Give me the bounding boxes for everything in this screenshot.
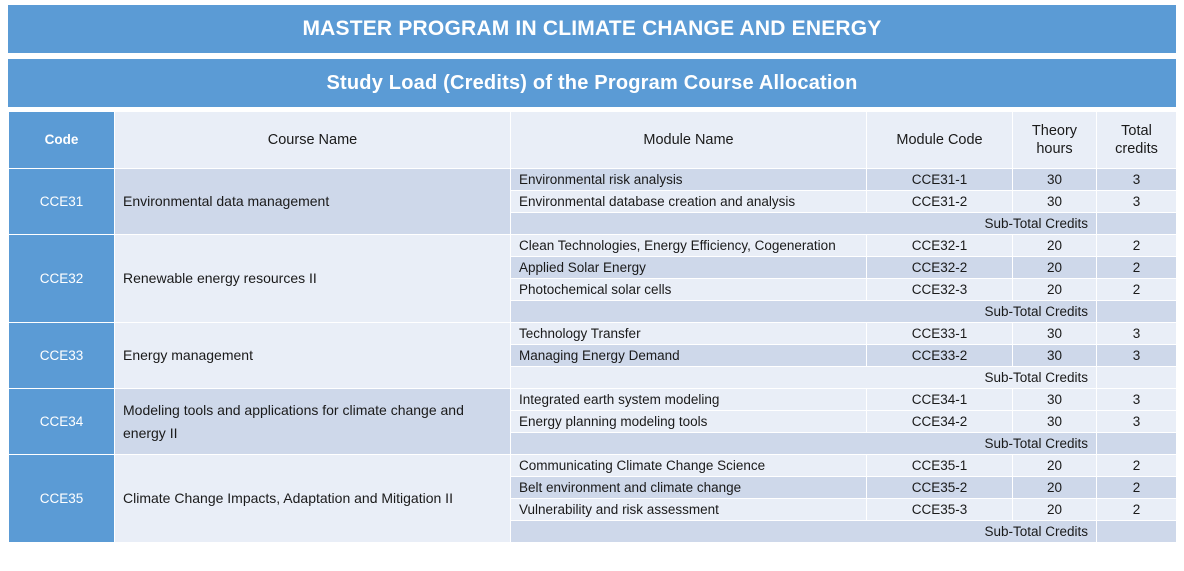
table-row: CCE35 Climate Change Impacts, Adaptation … [8,454,1177,543]
table-body: CCE31 Environmental data management Enviro… [8,168,1177,543]
module-code-cell: CCE32-3 [866,278,1013,301]
module-name-cell: Belt environment and climate change [510,476,867,499]
module-code-cell: CCE35-3 [866,498,1013,521]
course-code-cell: CCE34 [8,388,115,455]
table-row: Applied Solar Energy CCE32-2 20 2 [9,256,1177,279]
module-name-cell: Applied Solar Energy [510,256,867,279]
total-credits-cell: 2 [1096,498,1177,521]
module-code-cell: CCE33-1 [866,322,1013,345]
column-header-module-code: Module Code [866,111,1013,169]
module-name-cell: Photochemical solar cells [510,278,867,301]
column-header-course-name: Course Name [114,111,511,169]
total-credits-cell: 2 [1096,256,1177,279]
table-row: CCE31 Environmental data management Enviro… [8,168,1177,235]
total-credits-cell: 2 [1096,476,1177,499]
module-name-cell: Managing Energy Demand [510,344,867,367]
theory-hours-cell: 30 [1012,388,1097,411]
module-code-cell: CCE33-2 [866,344,1013,367]
module-name-cell: Environmental database creation and anal… [510,190,867,213]
total-credits-cell: 3 [1096,410,1177,433]
total-credits-cell: 3 [1096,190,1177,213]
table-row: CCE33 Energy management Technology Transfe… [8,322,1177,389]
course-code-cell: CCE32 [8,234,115,323]
subtotal-label: Sub-Total Credits [510,366,1097,389]
module-code-cell: CCE32-1 [866,234,1013,257]
table-row: Belt environment and climate change CCE35… [9,476,1177,499]
module-name-cell: Communicating Climate Change Science [510,454,867,477]
subtotal-row: Sub-Total Credits 6 [9,520,1177,543]
theory-hours-cell: 20 [1012,278,1097,301]
total-credits-cell: 3 [1096,168,1177,191]
theory-hours-cell: 20 [1012,498,1097,521]
module-name-cell: Technology Transfer [510,322,867,345]
subtotal-row: Sub-Total Credits 6 [9,432,1177,455]
module-code-cell: CCE34-1 [866,388,1013,411]
subtotal-hours-cell-empty [1096,520,1177,543]
section-title-banner: Study Load (Credits) of the Program Cour… [8,59,1176,107]
theory-hours-cell: 30 [1012,190,1097,213]
module-name-cell: Vulnerability and risk assessment [510,498,867,521]
table-row: Environmental database creation and anal… [9,190,1177,213]
subtotal-hours-cell-empty [1096,432,1177,455]
theory-hours-cell: 30 [1012,410,1097,433]
table-row: Photochemical solar cells CCE32-3 20 2 [9,278,1177,301]
module-name-cell: Environmental risk analysis [510,168,867,191]
subtotal-hours-cell-empty [1096,300,1177,323]
module-code-cell: CCE31-1 [866,168,1013,191]
theory-hours-cell: 30 [1012,168,1097,191]
module-name-cell: Integrated earth system modeling [510,388,867,411]
table-row: Managing Energy Demand CCE33-2 30 3 [9,344,1177,367]
program-title-banner: MASTER PROGRAM IN CLIMATE CHANGE AND ENE… [8,5,1176,53]
module-name-cell: Energy planning modeling tools [510,410,867,433]
header-row: Code Course Name Module Name Module Code… [8,111,1177,169]
course-name-cell: Environmental data management [114,168,511,235]
course-name-cell: Modeling tools and applications for clim… [114,388,511,455]
table-row: CCE34 Modeling tools and applications for… [8,388,1177,455]
course-name-cell: Energy management [114,322,511,389]
column-header-code: Code [8,111,115,169]
course-allocation-table: Code Course Name Module Name Module Code… [8,111,1177,543]
theory-hours-cell: 20 [1012,454,1097,477]
subtotal-label: Sub-Total Credits [510,520,1097,543]
subtotal-hours-cell-empty [1096,212,1177,235]
table-row: CCE32 Renewable energy resources II Clean … [8,234,1177,323]
theory-hours-cell: 20 [1012,476,1097,499]
total-credits-cell: 2 [1096,278,1177,301]
module-code-cell: CCE31-2 [866,190,1013,213]
column-header-theory-hours: Theory hours [1012,111,1097,169]
module-code-cell: CCE34-2 [866,410,1013,433]
course-code-cell: CCE35 [8,454,115,543]
module-code-cell: CCE35-2 [866,476,1013,499]
module-code-cell: CCE35-1 [866,454,1013,477]
course-code-cell: CCE31 [8,168,115,235]
column-header-module-name: Module Name [510,111,867,169]
subtotal-label: Sub-Total Credits [510,212,1097,235]
table-header: Code Course Name Module Name Module Code… [8,111,1177,169]
theory-hours-cell: 30 [1012,344,1097,367]
module-name-cell: Clean Technologies, Energy Efficiency, C… [510,234,867,257]
subtotal-row: Sub-Total Credits 6 [9,300,1177,323]
theory-hours-cell: 20 [1012,234,1097,257]
total-credits-cell: 2 [1096,234,1177,257]
subtotal-row: Sub-Total Credits 6 [9,366,1177,389]
table-row: Vulnerability and risk assessment CCE35-3… [9,498,1177,521]
subtotal-label: Sub-Total Credits [510,300,1097,323]
course-name-cell: Renewable energy resources II [114,234,511,323]
module-code-cell: CCE32-2 [866,256,1013,279]
subtotal-label: Sub-Total Credits [510,432,1097,455]
subtotal-row: Sub-Total Credits 6 [9,212,1177,235]
column-header-total-credits: Total credits [1096,111,1177,169]
theory-hours-cell: 20 [1012,256,1097,279]
total-credits-cell: 3 [1096,388,1177,411]
total-credits-cell: 3 [1096,344,1177,367]
subtotal-hours-cell-empty [1096,366,1177,389]
total-credits-cell: 2 [1096,454,1177,477]
total-credits-cell: 3 [1096,322,1177,345]
course-code-cell: CCE33 [8,322,115,389]
course-name-cell: Climate Change Impacts, Adaptation and M… [114,454,511,543]
theory-hours-cell: 30 [1012,322,1097,345]
